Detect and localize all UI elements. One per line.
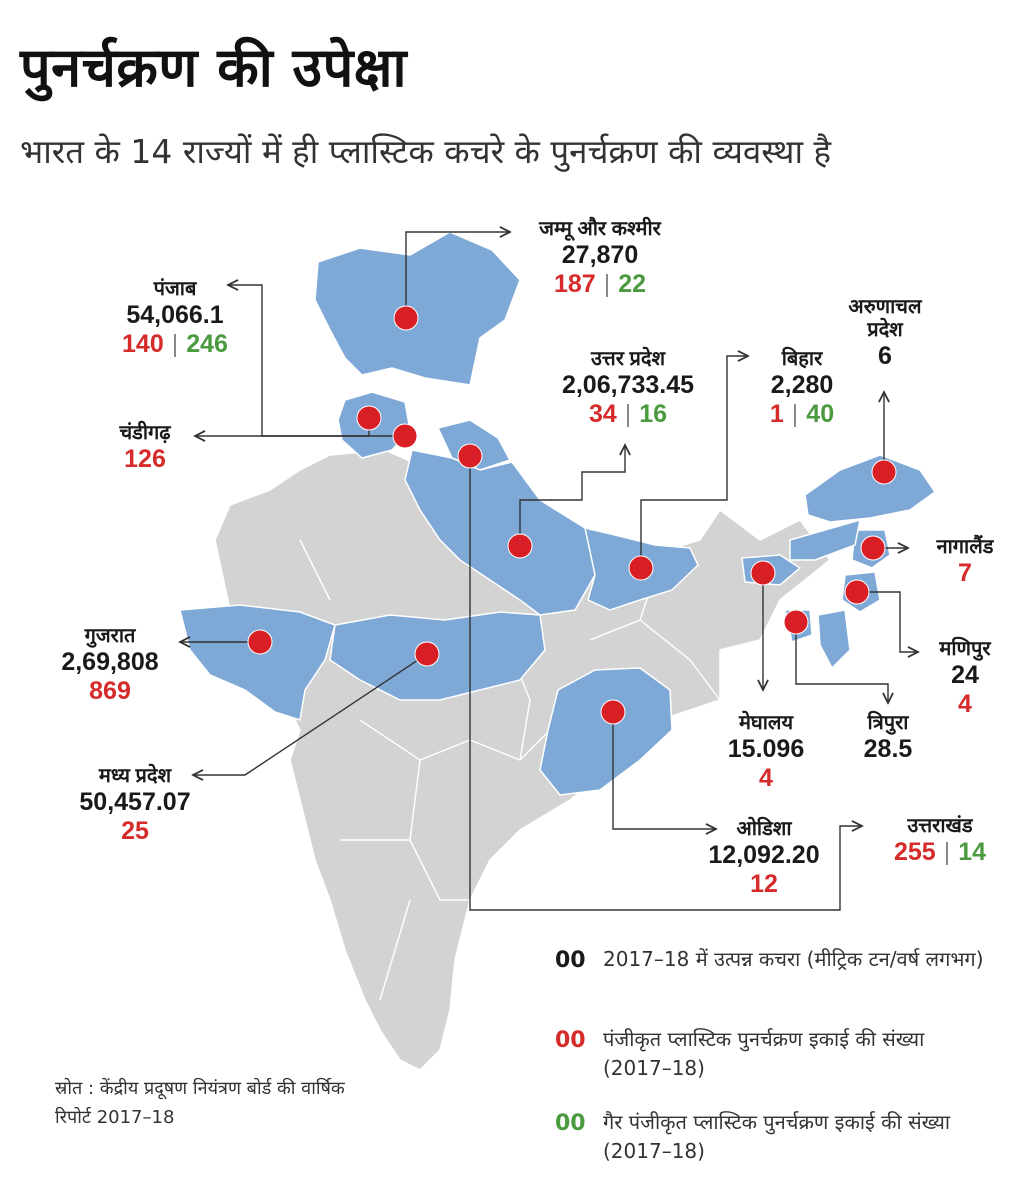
state-assam — [789, 518, 861, 561]
markers — [247, 305, 897, 725]
marker-arunachal — [871, 459, 897, 485]
page-subtitle: भारत के 14 राज्यों में ही प्लास्टिक कचरे… — [20, 132, 832, 171]
label-tripura: त्रिपुरा 28.5 — [863, 712, 913, 763]
legend-key-registered: 00 — [555, 1028, 586, 1053]
state-arunachal-pradesh — [804, 454, 937, 523]
marker-meghalaya — [750, 560, 776, 586]
legend-registered: 00 पंजीकृत प्लास्टिक पुनर्चक्रण इकाई की … — [555, 1025, 995, 1085]
legend-text-unregistered: गैर पंजीकृत प्लास्टिक पुनर्चक्रण इकाई की… — [603, 1110, 951, 1163]
label-uttar-prades: उत्तर प्रदेश 2,06,733.45 34 | 16 — [561, 348, 695, 428]
marker-bihar — [628, 555, 654, 581]
marker-uttar-pradesh — [507, 533, 533, 559]
marker-uttarakhand — [457, 443, 483, 469]
label-jammu-kashmir: जम्मू और कश्मीर 27,870 187 | 22 — [539, 218, 661, 298]
label-uttarakhand: उत्तराखंड 255 | 14 — [893, 815, 987, 866]
label-gujarat: गुजरात 2,69,808 869 — [61, 625, 159, 705]
legend-text-registered: पंजीकृत प्लास्टिक पुनर्चक्रण इकाई की संख… — [603, 1027, 925, 1080]
source-note: स्रोत : केंद्रीय प्रदूषण नियंत्रण बोर्ड … — [55, 1078, 345, 1128]
legend-key-waste: 00 — [555, 948, 586, 973]
connectors — [180, 232, 918, 911]
label-chandigarh: चंडीगढ़ 126 — [119, 422, 171, 473]
marker-jammu-kashmir — [393, 305, 419, 331]
marker-gujarat — [247, 629, 273, 655]
state-jammu-kashmir — [314, 231, 521, 386]
legend-waste: 00 2017–18 में उत्पन्न कचरा (मीट्रिक टन/… — [555, 945, 995, 1005]
marker-tripura — [783, 609, 809, 635]
marker-madhya-pradesh — [414, 641, 440, 667]
marker-chandigarh — [356, 405, 382, 431]
label-meghalaya: मेघालय 15.096 4 — [727, 712, 805, 792]
label-bihar: बिहार 2,280 1 | 40 — [769, 348, 835, 428]
label-punjab: पंजाब 54,066.1 140 | 246 — [122, 278, 228, 358]
state-uttar-pradesh — [404, 449, 601, 616]
legend-key-unregistered: 00 — [555, 1111, 586, 1136]
state-odisha — [539, 667, 673, 796]
marker-punjab — [392, 423, 418, 449]
legend-unregistered: 00 गैर पंजीकृत प्लास्टिक पुनर्चक्रण इकाई… — [555, 1108, 995, 1168]
marker-odisha — [600, 699, 626, 725]
marker-nagaland — [860, 535, 886, 561]
label-nagaland: नागालैंड 7 — [936, 536, 994, 587]
label-arunachal: अरुणाचल प्रदेश 6 — [848, 296, 922, 370]
legend-text-waste: 2017–18 में उत्पन्न कचरा (मीट्रिक टन/वर्… — [603, 947, 984, 971]
page-title: पुनर्चक्रण की उपेक्षा — [20, 36, 407, 99]
label-odisha: ओडिशा 12,092.20 12 — [708, 818, 820, 898]
state-mizoram — [817, 609, 851, 670]
state-gujarat — [179, 604, 336, 721]
marker-manipur — [844, 579, 870, 605]
label-manipur: मणिपुर 24 4 — [939, 638, 991, 718]
label-madhya-pradesh: मध्य प्रदेश 50,457.07 25 — [79, 765, 191, 845]
